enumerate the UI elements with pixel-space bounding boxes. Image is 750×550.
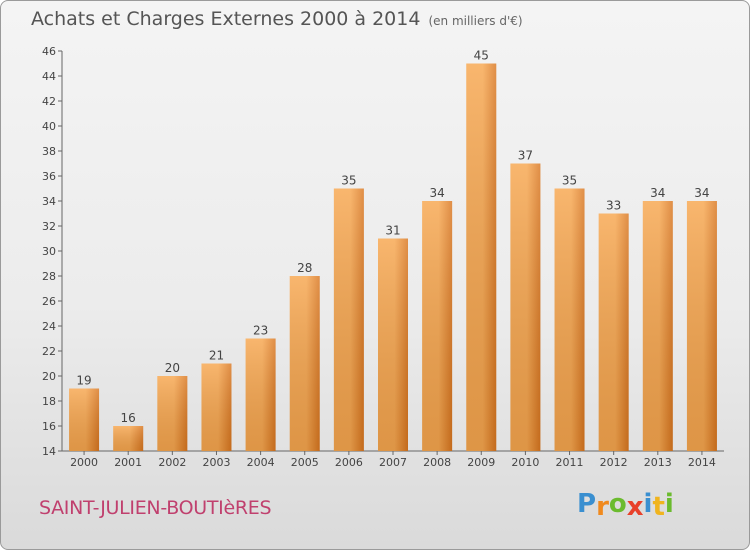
bar-shade xyxy=(554,188,585,451)
x-tick-label: 2001 xyxy=(114,456,142,469)
bar-value-label: 33 xyxy=(606,199,621,213)
bar-shade xyxy=(157,376,188,451)
chart-title: Achats et Charges Externes 2000 à 2014 (e… xyxy=(31,8,523,30)
x-tick-label: 2007 xyxy=(379,456,407,469)
bar-value-label: 35 xyxy=(341,174,356,188)
y-tick-label: 26 xyxy=(42,295,56,308)
bar-value-label: 31 xyxy=(385,224,400,238)
y-tick-label: 20 xyxy=(42,370,56,383)
bar-shade xyxy=(510,163,541,451)
proxiti-logo[interactable]: Proxiti xyxy=(577,489,674,522)
bar-shade xyxy=(113,426,144,451)
bar-shade xyxy=(598,213,629,451)
bar-value-label: 34 xyxy=(694,186,709,200)
x-tick-label: 2003 xyxy=(202,456,230,469)
y-tick-label: 22 xyxy=(42,345,56,358)
x-tick-label: 2010 xyxy=(511,456,539,469)
bar-shade xyxy=(686,201,717,451)
y-tick-label: 28 xyxy=(42,270,56,283)
logo-letter: x xyxy=(626,492,644,522)
y-tick-label: 44 xyxy=(42,70,56,83)
x-tick-label: 2000 xyxy=(70,456,98,469)
y-tick-label: 46 xyxy=(42,45,56,58)
bar-value-label: 37 xyxy=(518,149,533,163)
y-tick-label: 16 xyxy=(42,420,56,433)
bar-value-label: 21 xyxy=(209,349,224,363)
x-tick-label: 2002 xyxy=(158,456,186,469)
bar-shade xyxy=(642,201,673,451)
bar-shade xyxy=(466,63,497,451)
x-tick-label: 2014 xyxy=(688,456,716,469)
logo-letter: i xyxy=(643,489,653,519)
chart-subtitle: (en milliers d'€) xyxy=(428,14,523,28)
logo-letter: t xyxy=(652,492,665,522)
y-tick-label: 18 xyxy=(42,395,56,408)
bar-value-label: 16 xyxy=(121,411,136,425)
bar-value-label: 20 xyxy=(165,361,180,375)
y-tick-label: 30 xyxy=(42,245,56,258)
bar-shade xyxy=(378,238,408,451)
x-tick-label: 2004 xyxy=(247,456,275,469)
x-tick-label: 2005 xyxy=(291,456,319,469)
y-tick-label: 34 xyxy=(42,195,56,208)
logo-letter: P xyxy=(577,489,597,519)
y-tick-label: 24 xyxy=(42,320,56,333)
y-tick-label: 38 xyxy=(42,145,56,158)
bar-value-label: 23 xyxy=(253,324,268,338)
x-tick-label: 2013 xyxy=(644,456,672,469)
chart-bars: 19 16 20 21 23 28 35 31 34 45 37 35 33 34 34 xyxy=(69,49,717,451)
y-tick-label: 36 xyxy=(42,170,56,183)
y-tick-label: 40 xyxy=(42,120,56,133)
logo-letter: r xyxy=(596,492,609,522)
chart-title-text: Achats et Charges Externes 2000 à 2014 xyxy=(31,8,421,30)
x-tick-label: 2006 xyxy=(335,456,363,469)
commune-name: SAINT-JULIEN-BOUTIèRES xyxy=(39,497,272,519)
logo-letter: i xyxy=(664,489,674,519)
bar-value-label: 34 xyxy=(650,186,665,200)
bar-shade xyxy=(289,276,320,451)
y-tick-label: 42 xyxy=(42,95,56,108)
bar-value-label: 45 xyxy=(474,49,489,63)
bar-shade xyxy=(333,188,364,451)
bar-shade xyxy=(201,363,232,451)
y-tick-label: 32 xyxy=(42,220,56,233)
bar-value-label: 34 xyxy=(429,186,444,200)
x-tick-label: 2011 xyxy=(556,456,584,469)
y-tick-label: 14 xyxy=(42,445,56,458)
x-tick-label: 2009 xyxy=(467,456,495,469)
bar-value-label: 28 xyxy=(297,261,312,275)
bar-value-label: 19 xyxy=(76,374,91,388)
x-tick-label: 2012 xyxy=(600,456,628,469)
bar-value-label: 35 xyxy=(562,174,577,188)
logo-letter: o xyxy=(608,489,627,519)
bar-shade xyxy=(422,201,453,451)
bar-shade xyxy=(245,338,276,451)
bar-shade xyxy=(69,388,100,451)
x-tick-label: 2008 xyxy=(423,456,451,469)
